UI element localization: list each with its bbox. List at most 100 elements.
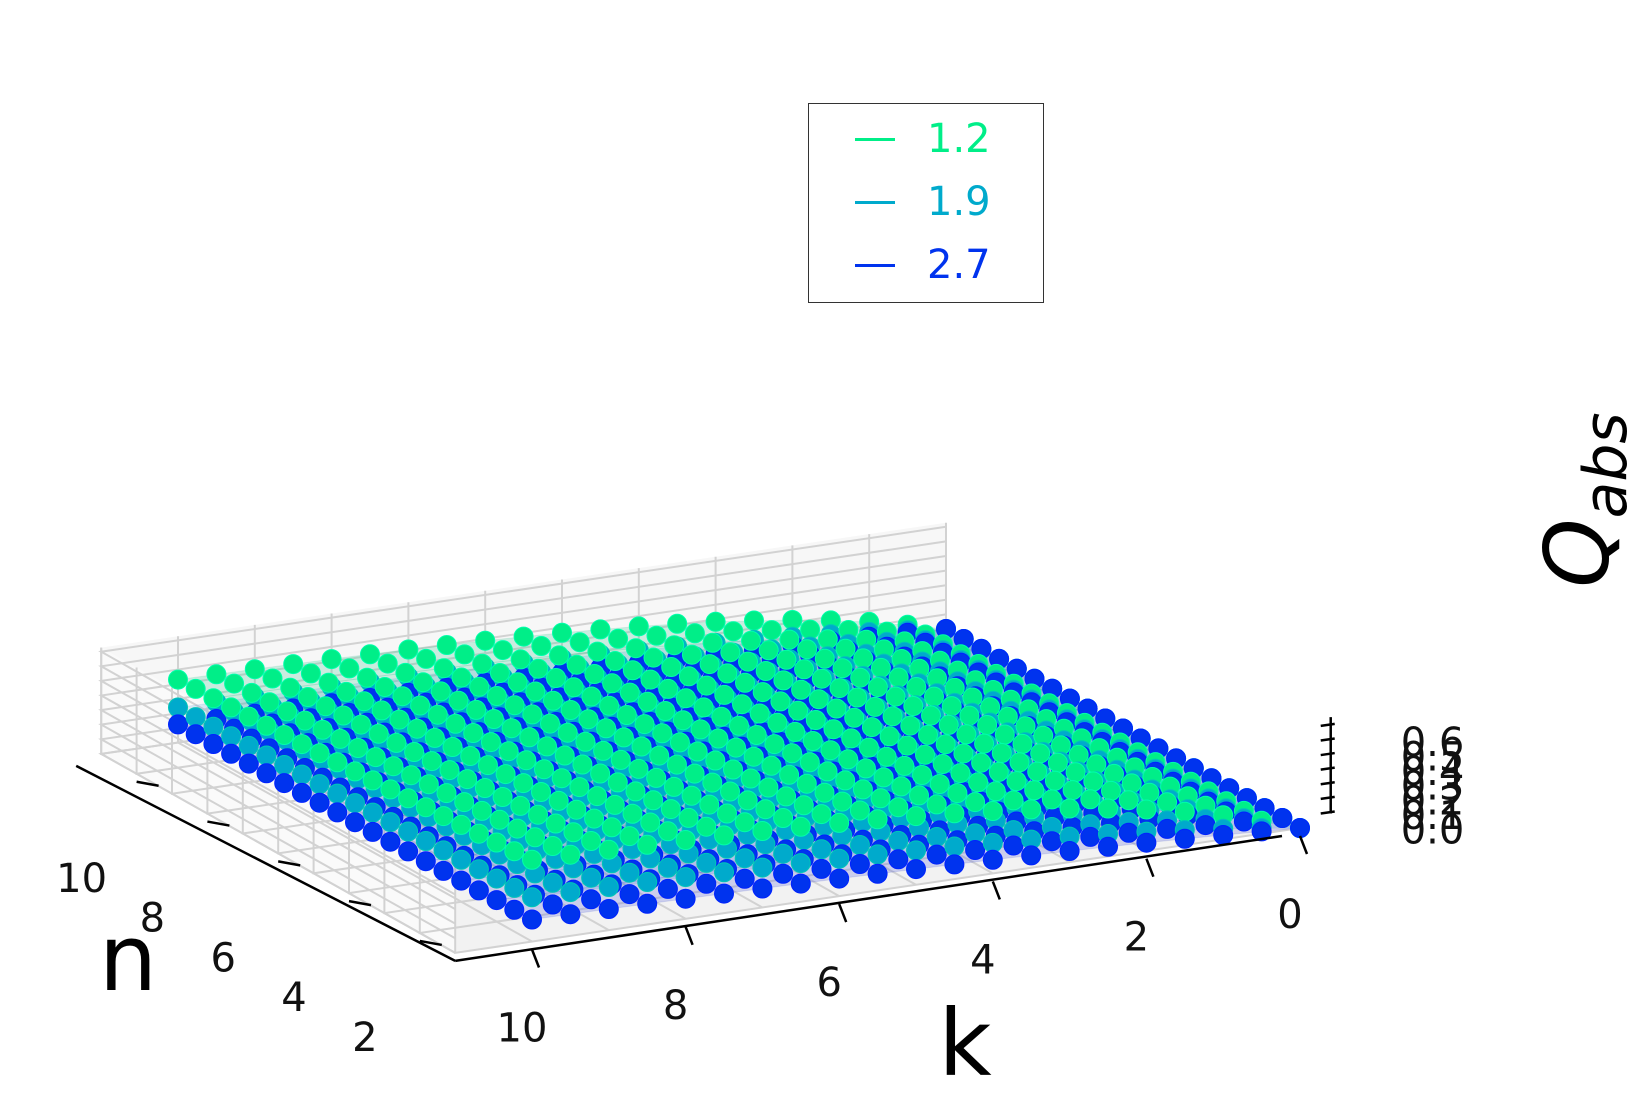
data-point-1.2 — [377, 653, 398, 674]
data-point-1.2 — [472, 653, 493, 674]
data-point-2.7 — [256, 763, 277, 784]
data-point-1.2 — [740, 768, 761, 789]
data-point-1.2 — [847, 687, 868, 708]
data-point-1.2 — [554, 745, 575, 766]
data-point-1.2 — [560, 844, 581, 865]
data-point-1.2 — [451, 814, 472, 835]
k-tick-label: 10 — [497, 1006, 548, 1052]
data-point-1.2 — [838, 749, 859, 770]
data-point-1.2 — [794, 659, 815, 680]
n-tick — [348, 899, 372, 907]
data-point-1.2 — [383, 756, 404, 777]
k-tick — [684, 926, 694, 946]
data-point-1.2 — [959, 705, 980, 726]
legend-label: 1.9 — [927, 179, 991, 225]
data-point-1.2 — [705, 611, 726, 632]
data-point-1.2 — [501, 718, 522, 739]
data-point-1.2 — [799, 752, 820, 773]
data-point-1.2 — [569, 777, 590, 798]
data-point-1.9 — [362, 802, 383, 823]
data-point-1.2 — [531, 782, 551, 802]
data-point-1.2 — [755, 799, 776, 820]
data-point-1.2 — [1174, 801, 1195, 822]
data-point-1.2 — [560, 700, 581, 720]
data-point-1.2 — [900, 715, 921, 736]
data-point-2.7 — [433, 860, 454, 881]
data-point-1.2 — [640, 812, 661, 833]
data-point-1.2 — [779, 629, 800, 650]
data-point-1.2 — [374, 677, 395, 697]
data-point-1.2 — [483, 709, 504, 729]
data-point-1.2 — [283, 654, 304, 675]
data-point-1.2 — [542, 836, 563, 856]
data-point-1.2 — [572, 754, 593, 775]
data-point-1.2 — [628, 758, 649, 779]
data-point-1.2 — [469, 676, 490, 697]
data-point-1.2 — [814, 648, 835, 669]
data-point-1.9 — [380, 812, 401, 833]
data-point-2.7 — [906, 859, 926, 880]
data-point-1.2 — [427, 704, 448, 725]
data-point-1.2 — [315, 696, 336, 717]
data-point-2.7 — [1136, 832, 1157, 853]
data-point-1.2 — [649, 745, 670, 766]
data-point-1.2 — [371, 700, 392, 721]
data-point-1.2 — [705, 750, 726, 771]
data-point-2.7 — [657, 878, 678, 899]
data-point-1.2 — [477, 755, 498, 776]
data-point-1.2 — [1157, 792, 1178, 813]
data-point-2.7 — [362, 821, 383, 842]
data-point-1.2 — [841, 728, 862, 749]
data-point-1.2 — [354, 691, 374, 712]
data-point-1.9 — [221, 726, 242, 747]
data-point-1.2 — [891, 776, 912, 797]
data-point-1.2 — [652, 723, 673, 744]
data-point-1.2 — [168, 669, 188, 690]
data-point-1.2 — [782, 610, 803, 630]
data-point-1.2 — [734, 812, 755, 833]
data-point-1.9 — [185, 707, 206, 728]
data-point-1.2 — [950, 763, 971, 784]
data-point-2.7 — [380, 831, 401, 852]
data-point-1.2 — [744, 610, 764, 631]
data-point-1.2 — [1012, 733, 1033, 754]
data-point-1.2 — [1118, 790, 1139, 811]
data-point-2.7 — [1080, 826, 1101, 847]
n-tick-label: 2 — [352, 1015, 377, 1061]
data-point-1.2 — [988, 761, 1009, 782]
data-point-1.2 — [664, 635, 685, 656]
data-point-1.2 — [392, 686, 413, 707]
data-point-1.2 — [737, 790, 758, 811]
data-point-1.2 — [779, 764, 800, 785]
data-point-1.2 — [826, 698, 847, 719]
data-point-2.7 — [619, 884, 640, 905]
data-point-1.2 — [351, 714, 371, 735]
data-point-1.2 — [1083, 771, 1104, 792]
data-point-1.2 — [735, 672, 755, 693]
data-point-1.2 — [699, 654, 720, 675]
data-point-1.2 — [832, 791, 853, 812]
data-point-1.2 — [817, 761, 838, 782]
data-point-1.9 — [773, 843, 794, 864]
data-point-1.9 — [637, 872, 658, 892]
data-point-1.2 — [552, 622, 572, 643]
data-point-1.2 — [835, 638, 856, 659]
data-point-1.2 — [1021, 799, 1042, 820]
data-point-1.9 — [598, 877, 619, 897]
data-point-1.2 — [696, 675, 717, 696]
data-point-1.2 — [758, 640, 779, 661]
data-point-1.2 — [646, 625, 667, 646]
z-tick — [1320, 766, 1335, 771]
data-point-1.2 — [430, 681, 451, 702]
data-point-1.2 — [1024, 780, 1045, 801]
data-point-1.2 — [433, 658, 454, 679]
data-point-1.2 — [522, 704, 543, 725]
data-point-1.2 — [785, 721, 806, 742]
k-tick-label: 6 — [816, 960, 841, 1006]
n-tick — [136, 780, 159, 787]
data-point-2.7 — [345, 812, 365, 833]
data-point-1.2 — [811, 804, 832, 825]
data-point-1.2 — [669, 732, 690, 753]
data-point-1.9 — [675, 867, 696, 888]
data-point-1.2 — [663, 776, 684, 797]
